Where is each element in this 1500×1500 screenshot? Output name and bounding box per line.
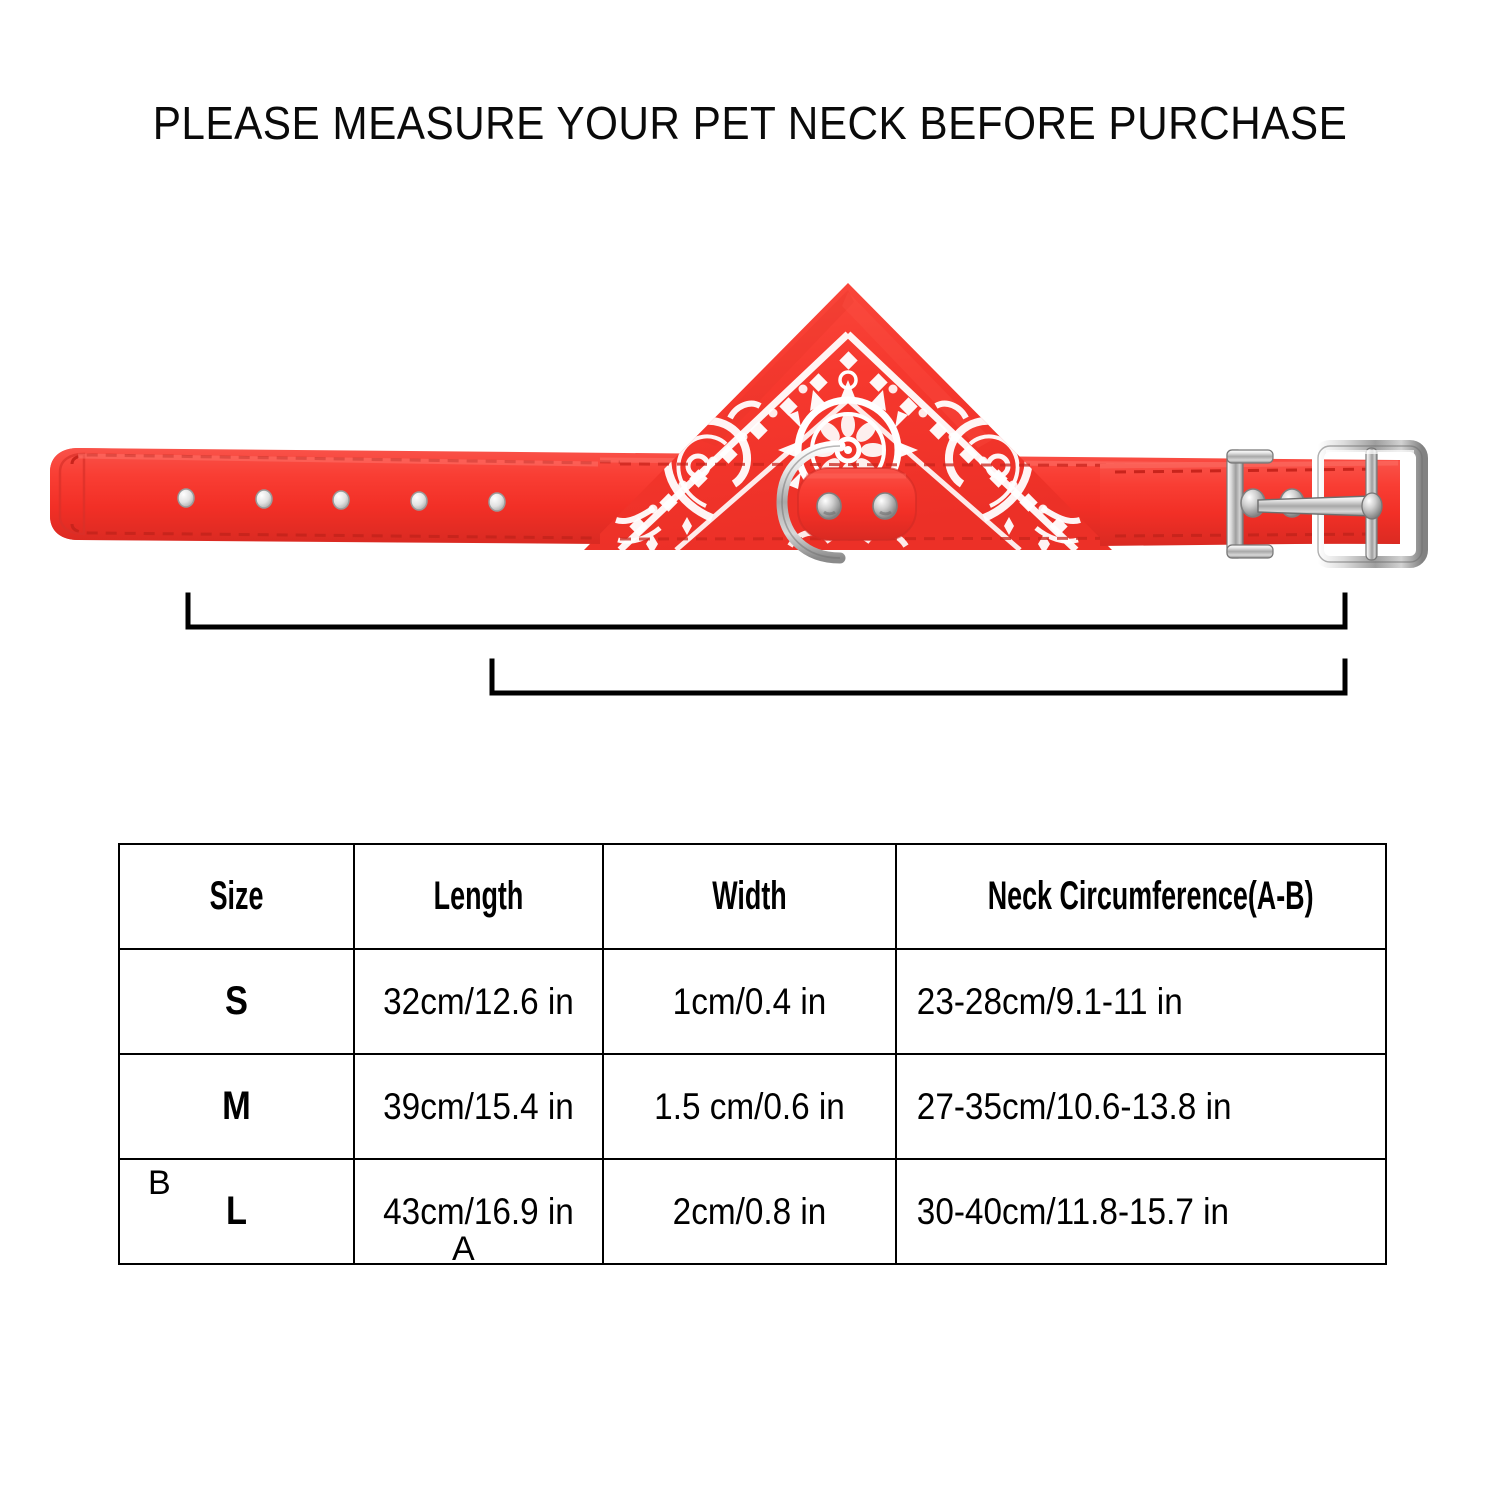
page-title: PLEASE MEASURE YOUR PET NECK BEFORE PURC… (152, 97, 1348, 149)
paisley-right (934, 400, 1081, 550)
bandana-triangle (584, 283, 1112, 550)
strap-left-front (50, 448, 600, 544)
cell-neck-m: 27-35cm/10.6-13.8 in (895, 1053, 1387, 1160)
size-chart-table: Size Length Width Neck Circumference(A-B… (118, 843, 1387, 1265)
measure-line-a-graphic (489, 658, 1348, 696)
measurement-callouts: B A (0, 580, 1500, 1266)
cell-length-l: 43cm/16.9 in (353, 1158, 604, 1265)
cell-width-l: 2cm/0.8 in (602, 1158, 897, 1265)
roller-buckle (1257, 440, 1428, 568)
table-row: M 39cm/15.4 in 1.5 cm/0.6 in 27-35cm/10.… (118, 1053, 1387, 1160)
tab-rivets (816, 492, 898, 520)
cell-length-m: 39cm/15.4 in (353, 1053, 604, 1160)
product-illustration (0, 250, 1500, 600)
cell-neck-l: 30-40cm/11.8-15.7 in (895, 1158, 1387, 1265)
table-header-row: Size Length Width Neck Circumference(A-B… (119, 843, 1386, 950)
header-width: Width (628, 843, 871, 950)
cell-size-l: L (118, 1158, 355, 1265)
d-ring-assembly (776, 440, 917, 564)
cell-length-s: 32cm/12.6 in (353, 948, 604, 1055)
table-row: S 32cm/12.6 in 1cm/0.4 in 23-28cm/9.1-11… (118, 948, 1387, 1055)
table-row: L 43cm/16.9 in 2cm/0.8 in 30-40cm/11.8-1… (118, 1158, 1387, 1265)
header-neck-circumference: Neck Circumference(A-B) (939, 843, 1343, 950)
measure-line-b-graphic (185, 592, 1348, 630)
cell-width-s: 1cm/0.4 in (602, 948, 897, 1055)
keeper-loop (1226, 449, 1274, 559)
cell-width-m: 1.5 cm/0.6 in (602, 1053, 897, 1160)
header-size: Size (139, 843, 334, 950)
header-length: Length (375, 843, 582, 950)
cell-neck-s: 23-28cm/9.1-11 in (895, 948, 1387, 1055)
cell-size-s: S (118, 948, 355, 1055)
cell-size-m: M (118, 1053, 355, 1160)
